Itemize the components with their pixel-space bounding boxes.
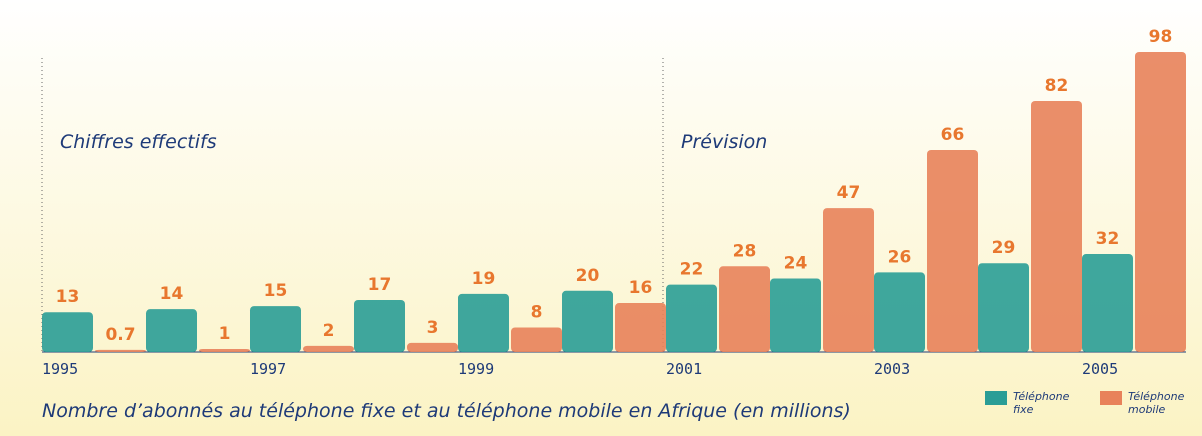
bar (95, 350, 146, 352)
data-label: 28 (733, 241, 757, 261)
bar (615, 303, 666, 352)
bar (354, 300, 405, 352)
data-label: 20 (576, 266, 600, 286)
chart: Chiffres effectifs Prévision Nombre d’ab… (0, 0, 1202, 436)
x-tick-label: 1995 (42, 360, 78, 378)
x-tick-label: 2001 (666, 360, 702, 378)
bar (1135, 52, 1186, 352)
data-label: 2 (323, 321, 335, 341)
bar (1031, 101, 1082, 352)
data-label: 19 (472, 269, 496, 289)
bar (770, 279, 821, 352)
bar (978, 263, 1029, 352)
bar (511, 328, 562, 352)
data-label: 47 (837, 183, 861, 203)
data-label: 8 (531, 303, 543, 323)
bar (250, 306, 301, 352)
bar (146, 309, 197, 352)
background (0, 0, 1202, 436)
legend-swatch (985, 391, 1007, 405)
data-label: 1 (219, 324, 231, 344)
x-tick-label: 1997 (250, 360, 286, 378)
data-label: 98 (1149, 27, 1173, 47)
data-label: 29 (992, 238, 1016, 258)
annotation: Prévision (681, 131, 767, 153)
bar (407, 343, 458, 352)
data-label: 24 (784, 254, 808, 274)
x-tick-label: 2003 (874, 360, 910, 378)
data-label: 3 (427, 318, 439, 338)
data-label: 26 (888, 247, 912, 267)
annotation: Chiffres effectifs (60, 131, 217, 153)
data-label: 14 (160, 284, 184, 304)
chart-title: Nombre d’abonnés au téléphone fixe et au… (42, 400, 851, 422)
bar (719, 266, 770, 352)
data-label: 82 (1045, 76, 1069, 96)
bar (199, 349, 250, 352)
bar (823, 208, 874, 352)
bar (562, 291, 613, 352)
legend-swatch (1100, 391, 1122, 405)
data-label: 22 (680, 260, 704, 280)
bar (458, 294, 509, 352)
data-label: 13 (56, 287, 80, 307)
bar (874, 272, 925, 352)
bar (303, 346, 354, 352)
x-tick-label: 1999 (458, 360, 494, 378)
bar (666, 285, 717, 352)
data-label: 15 (264, 281, 288, 301)
data-label: 66 (941, 125, 965, 145)
data-label: 16 (629, 278, 653, 298)
bar (42, 312, 93, 352)
x-tick-label: 2005 (1082, 360, 1118, 378)
data-label: 32 (1096, 229, 1120, 249)
data-label: 0.7 (105, 325, 135, 345)
bar (927, 150, 978, 352)
bar (1082, 254, 1133, 352)
data-label: 17 (368, 275, 392, 295)
